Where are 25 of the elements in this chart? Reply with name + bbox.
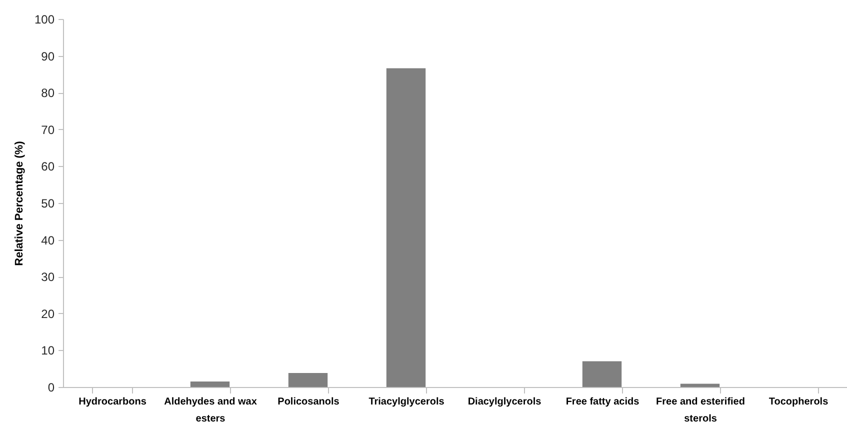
bar	[386, 68, 426, 387]
y-tick-label: 60	[41, 160, 55, 174]
x-tick-label: Free fatty acids	[566, 396, 640, 408]
bar	[288, 373, 328, 387]
x-tick-label: Free and esterified sterols	[656, 396, 745, 424]
y-tick-label: 20	[41, 306, 55, 321]
y-tick-label: 40	[41, 233, 55, 248]
x-tick-label: Triacylglycerols	[368, 396, 445, 408]
y-tick-label: 50	[41, 196, 55, 210]
y-tick-label: 10	[41, 344, 55, 358]
x-tick-label: Diacylglycerols	[468, 396, 542, 408]
bar	[582, 361, 622, 387]
x-tick-label: Policosanols	[278, 396, 340, 408]
y-tick-label: 30	[41, 270, 55, 284]
y-tick-label: 70	[41, 122, 55, 137]
x-tick-label: Aldehydes and wax esters	[164, 396, 258, 424]
y-tick-label: 90	[41, 49, 55, 64]
y-tick-label: 100	[34, 12, 55, 26]
bar	[680, 384, 720, 387]
bar	[190, 381, 230, 387]
y-tick-label: 0	[48, 380, 55, 394]
y-tick-label: 80	[41, 86, 55, 100]
x-tick-label: Tocopherols	[768, 396, 829, 408]
x-tick-label: Hydrocarbons	[78, 396, 147, 408]
y-axis-title: Relative Percentage (%)	[13, 140, 26, 266]
